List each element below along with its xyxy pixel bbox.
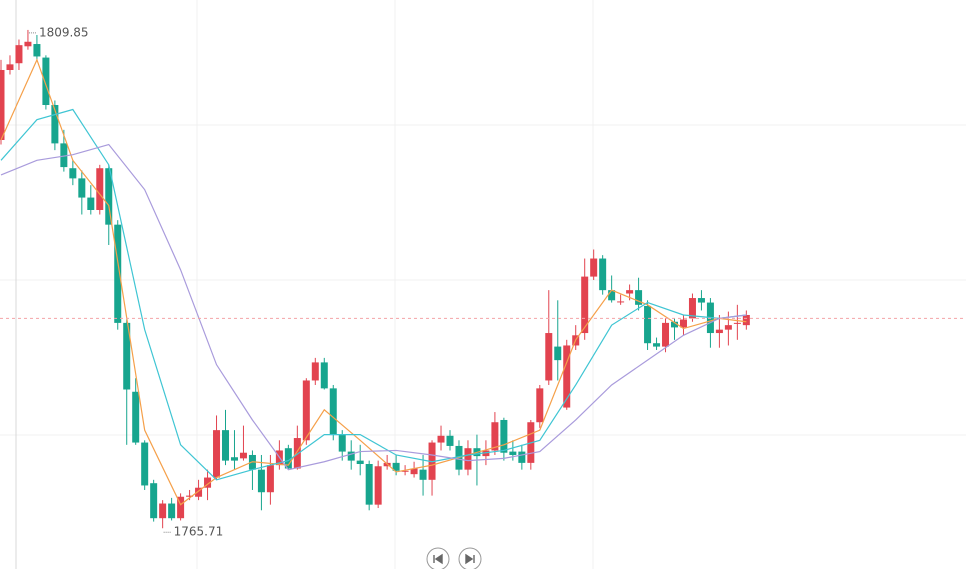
candle-body bbox=[365, 464, 373, 505]
candle-body bbox=[590, 258, 598, 277]
nav-icon bbox=[465, 553, 475, 565]
candle-body bbox=[24, 41, 32, 47]
candle-body bbox=[679, 319, 687, 328]
candle-body bbox=[302, 380, 310, 441]
candle-body bbox=[150, 483, 158, 519]
candle-body bbox=[186, 495, 194, 497]
moving-average-line bbox=[0, 143, 747, 471]
candle-body bbox=[581, 276, 589, 334]
nav-icon bbox=[433, 553, 443, 565]
candle-body bbox=[715, 329, 723, 334]
candle-body bbox=[662, 322, 670, 347]
candle-body bbox=[168, 503, 176, 519]
candle-body bbox=[446, 435, 454, 446]
candle-body bbox=[222, 430, 229, 461]
candle-body bbox=[338, 434, 346, 452]
candle-body bbox=[87, 197, 95, 210]
candle-body bbox=[204, 477, 212, 488]
candle-body bbox=[230, 457, 238, 461]
candle-body bbox=[311, 362, 319, 381]
low-label: 1765.71 bbox=[174, 525, 224, 539]
candle-body bbox=[15, 45, 23, 64]
candle-body bbox=[563, 345, 571, 408]
candle-body bbox=[284, 448, 292, 469]
candle-body bbox=[545, 333, 553, 381]
candle-body bbox=[69, 168, 77, 179]
high-label: 1809.85 bbox=[39, 25, 89, 39]
candle-body bbox=[177, 496, 185, 519]
candle-body bbox=[671, 321, 678, 328]
candle-body bbox=[608, 290, 616, 301]
candle-body bbox=[724, 325, 732, 330]
nav-next[interactable] bbox=[458, 547, 482, 569]
candle-body bbox=[410, 468, 418, 475]
candle-body bbox=[42, 57, 50, 105]
candle-body bbox=[599, 258, 607, 291]
candle-body bbox=[213, 430, 221, 478]
candle-body bbox=[257, 469, 265, 493]
candle-body bbox=[132, 391, 140, 443]
candle-body bbox=[78, 178, 86, 198]
candle-body bbox=[635, 290, 643, 305]
candle-body bbox=[159, 503, 167, 519]
candle-body bbox=[491, 422, 499, 451]
candle-body bbox=[266, 465, 274, 493]
candle-body bbox=[554, 346, 562, 361]
candle-body bbox=[518, 451, 526, 463]
candle-body bbox=[0, 69, 5, 140]
candle-body bbox=[626, 290, 634, 294]
candle-body bbox=[60, 143, 68, 168]
candle-body bbox=[293, 438, 301, 469]
candle-body bbox=[742, 314, 750, 326]
candle-body bbox=[733, 322, 741, 324]
candle-body bbox=[141, 442, 149, 486]
candle-body bbox=[644, 305, 652, 344]
candle-body bbox=[6, 64, 14, 70]
candle-body bbox=[105, 168, 113, 225]
candle-body bbox=[239, 452, 247, 459]
moving-average-line bbox=[0, 58, 747, 506]
candle-body bbox=[374, 466, 382, 505]
candle-body bbox=[617, 301, 625, 303]
candle-body bbox=[114, 224, 122, 323]
candle-body bbox=[419, 469, 427, 480]
candle-body bbox=[329, 388, 337, 435]
candle-body bbox=[536, 388, 544, 423]
candle-body bbox=[688, 298, 696, 319]
candle-body bbox=[464, 448, 472, 470]
moving-average-line bbox=[0, 108, 747, 481]
candle-body bbox=[697, 298, 705, 303]
candle-body bbox=[195, 487, 203, 497]
candle-body bbox=[320, 362, 328, 389]
candle-body bbox=[123, 322, 131, 390]
candle-body bbox=[33, 44, 41, 57]
candle-body bbox=[96, 168, 104, 210]
candle-body bbox=[437, 435, 445, 443]
candle-body bbox=[653, 343, 661, 347]
candle-body bbox=[401, 470, 409, 472]
candle-body bbox=[51, 104, 59, 144]
candle-body bbox=[392, 462, 400, 471]
candle-body bbox=[509, 451, 517, 455]
candle-body bbox=[356, 460, 364, 465]
candle-body bbox=[347, 451, 355, 461]
nav-prev[interactable] bbox=[426, 547, 450, 569]
candle-body bbox=[500, 419, 508, 453]
